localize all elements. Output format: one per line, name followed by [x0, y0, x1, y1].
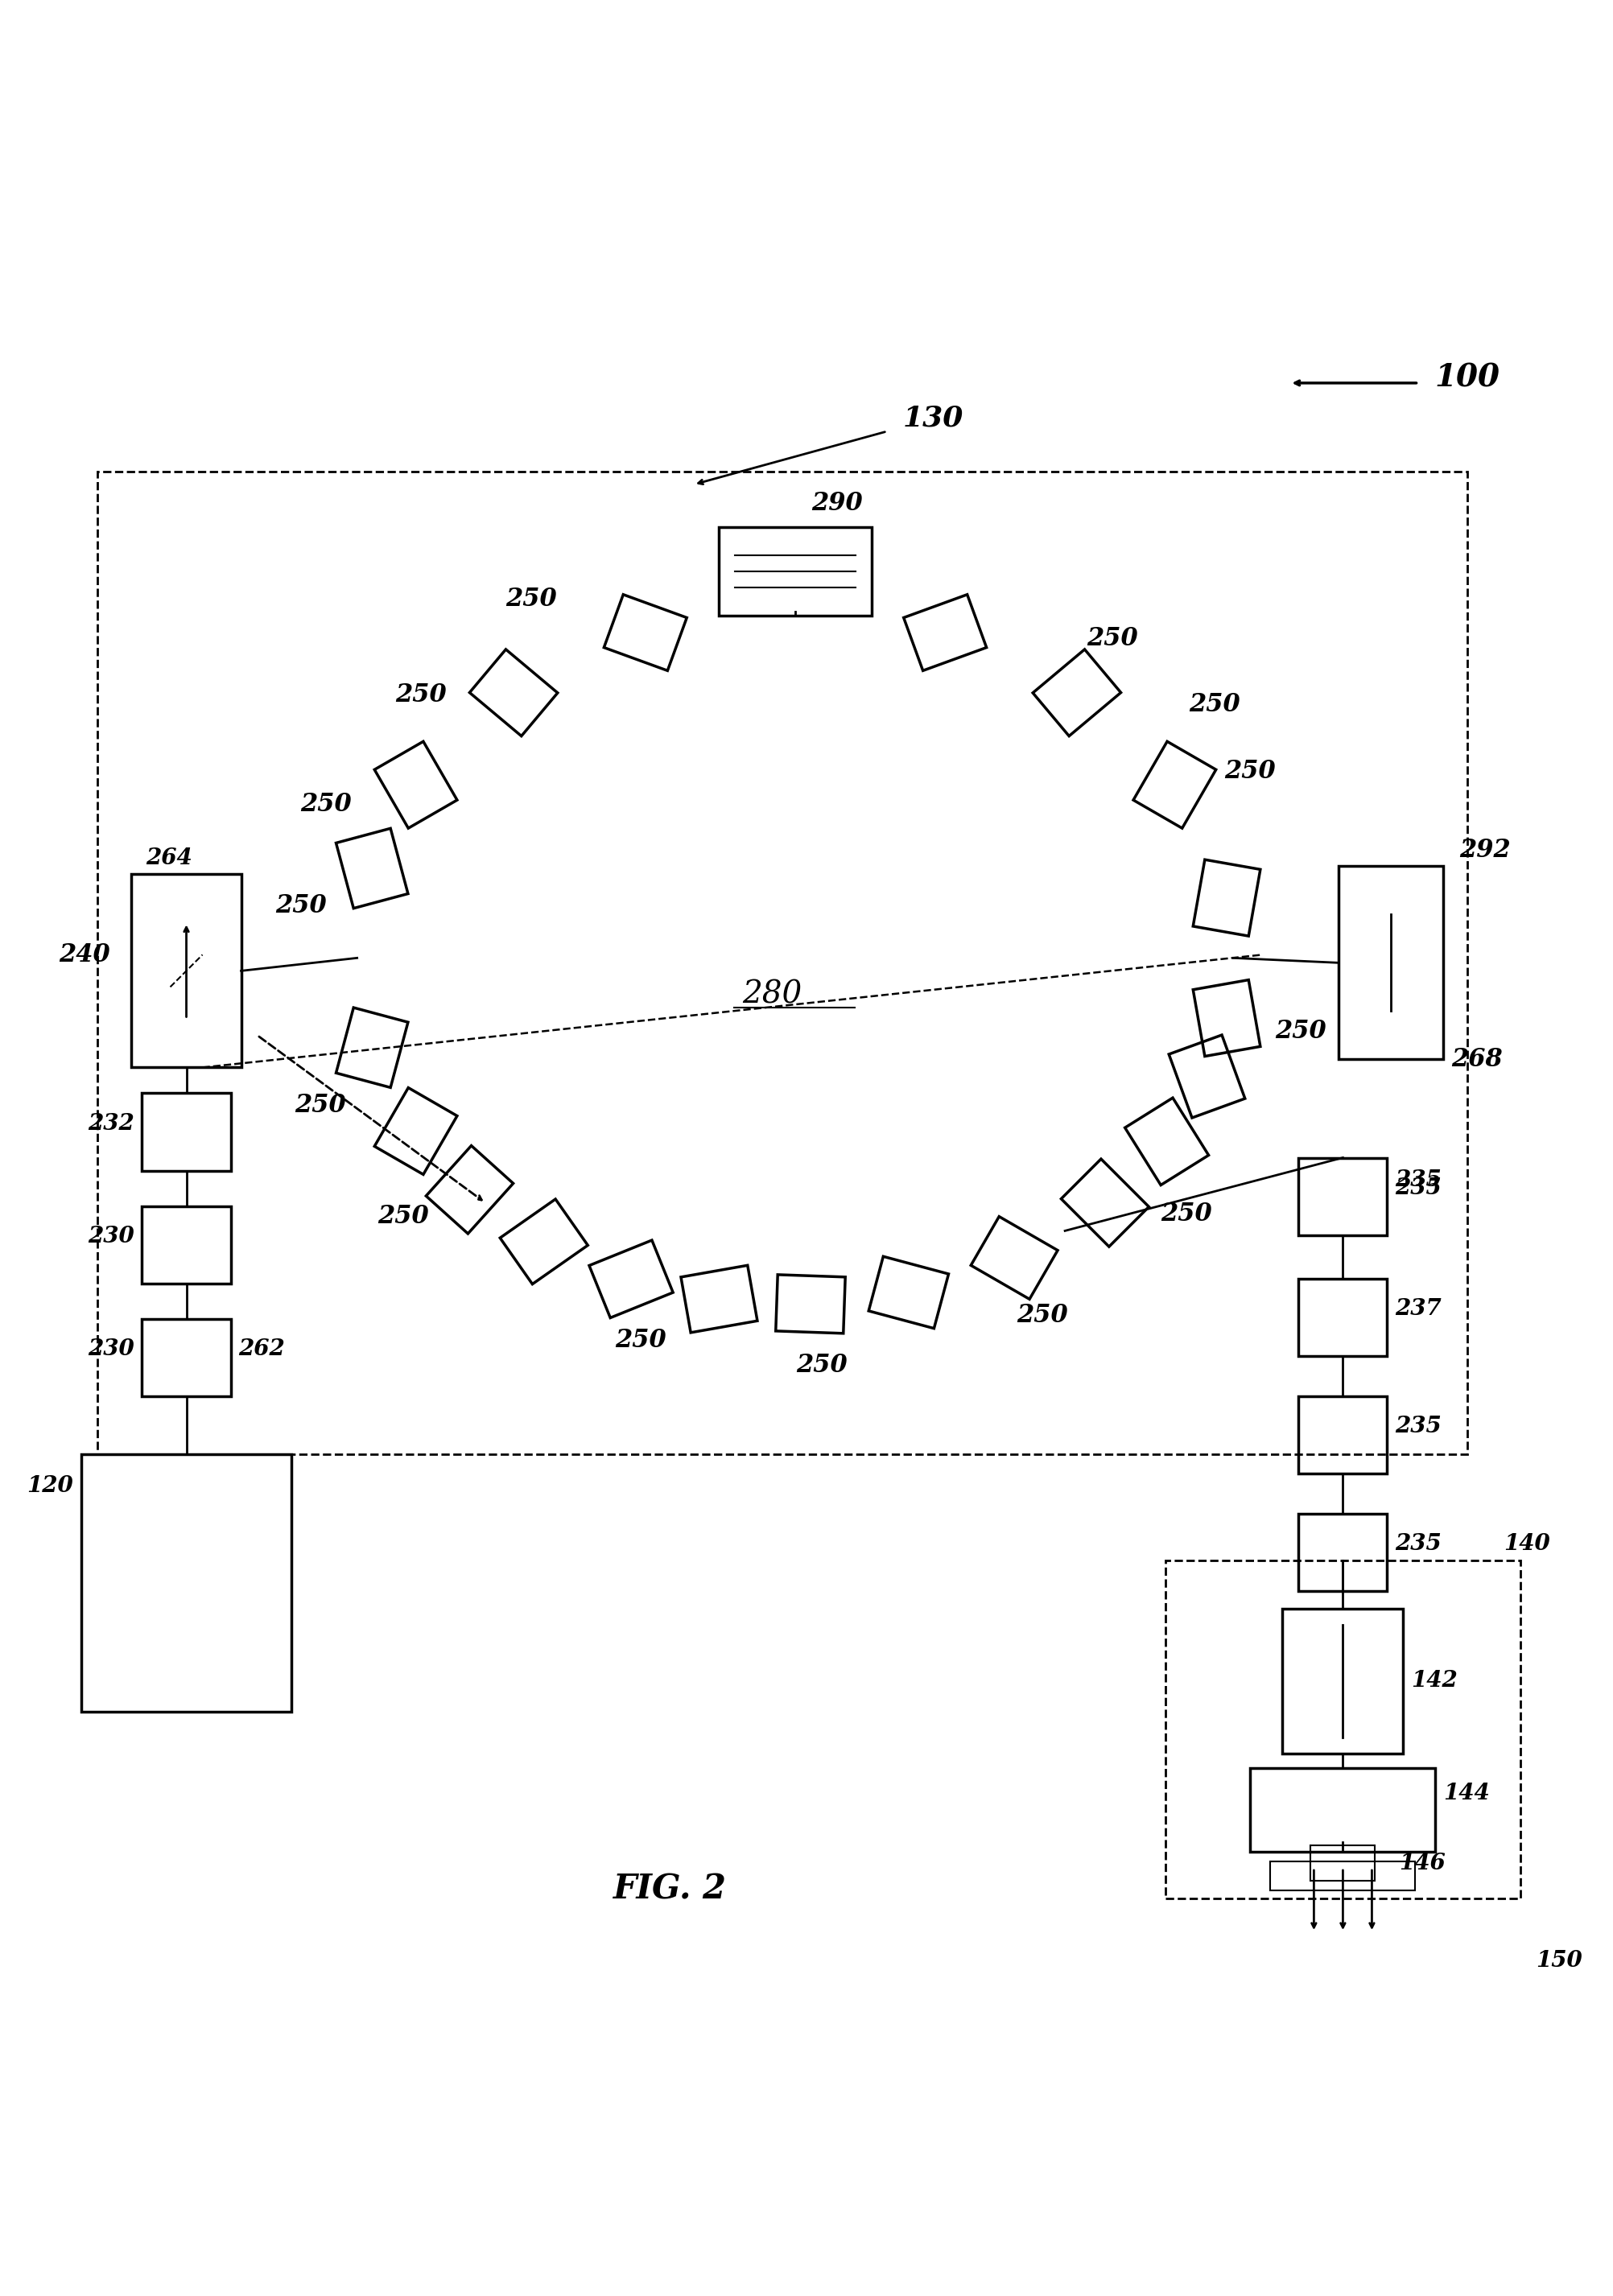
Text: 240: 240	[60, 941, 110, 967]
Text: 250: 250	[1087, 627, 1139, 652]
Text: 146: 146	[1398, 1853, 1445, 1874]
Text: 144: 144	[1444, 1784, 1490, 1805]
Text: 250: 250	[1189, 691, 1240, 716]
Text: 232: 232	[87, 1114, 134, 1134]
Text: FIG. 2: FIG. 2	[613, 1871, 727, 1906]
Bar	[98, 471, 1466, 1453]
Text: 237: 237	[1395, 1297, 1442, 1320]
Text: 150: 150	[1536, 1949, 1582, 1972]
Text: 230: 230	[87, 1226, 134, 1247]
Text: 250: 250	[505, 585, 556, 611]
Text: 250: 250	[1161, 1201, 1213, 1226]
Text: 130: 130	[903, 404, 965, 432]
Text: 235: 235	[1395, 1534, 1442, 1554]
Text: 268: 268	[1452, 1047, 1503, 1072]
Text: 250: 250	[1274, 1019, 1326, 1045]
Text: 235: 235	[1395, 1178, 1442, 1199]
Text: 250: 250	[377, 1203, 429, 1228]
Text: 142: 142	[1411, 1669, 1458, 1692]
Text: 140: 140	[1503, 1534, 1550, 1554]
Text: 280: 280	[742, 980, 802, 1010]
Text: 264: 264	[147, 847, 192, 868]
Text: 230: 230	[87, 1339, 134, 1359]
Text: 120: 120	[27, 1476, 74, 1497]
Text: 290: 290	[811, 491, 863, 517]
Text: 262: 262	[239, 1339, 286, 1359]
Text: 235: 235	[1395, 1417, 1442, 1437]
Text: 250: 250	[395, 682, 447, 707]
Text: 292: 292	[1460, 838, 1511, 863]
Text: 250: 250	[1018, 1302, 1068, 1327]
Text: 250: 250	[615, 1327, 666, 1352]
Text: 250: 250	[295, 1093, 347, 1118]
Text: 250: 250	[1224, 760, 1276, 783]
Bar	[1166, 1561, 1519, 1899]
Text: 235: 235	[1395, 1169, 1442, 1192]
Text: 250: 250	[797, 1352, 847, 1378]
Text: 250: 250	[276, 893, 326, 918]
Text: 250: 250	[300, 792, 352, 817]
Text: 100: 100	[1434, 363, 1500, 393]
